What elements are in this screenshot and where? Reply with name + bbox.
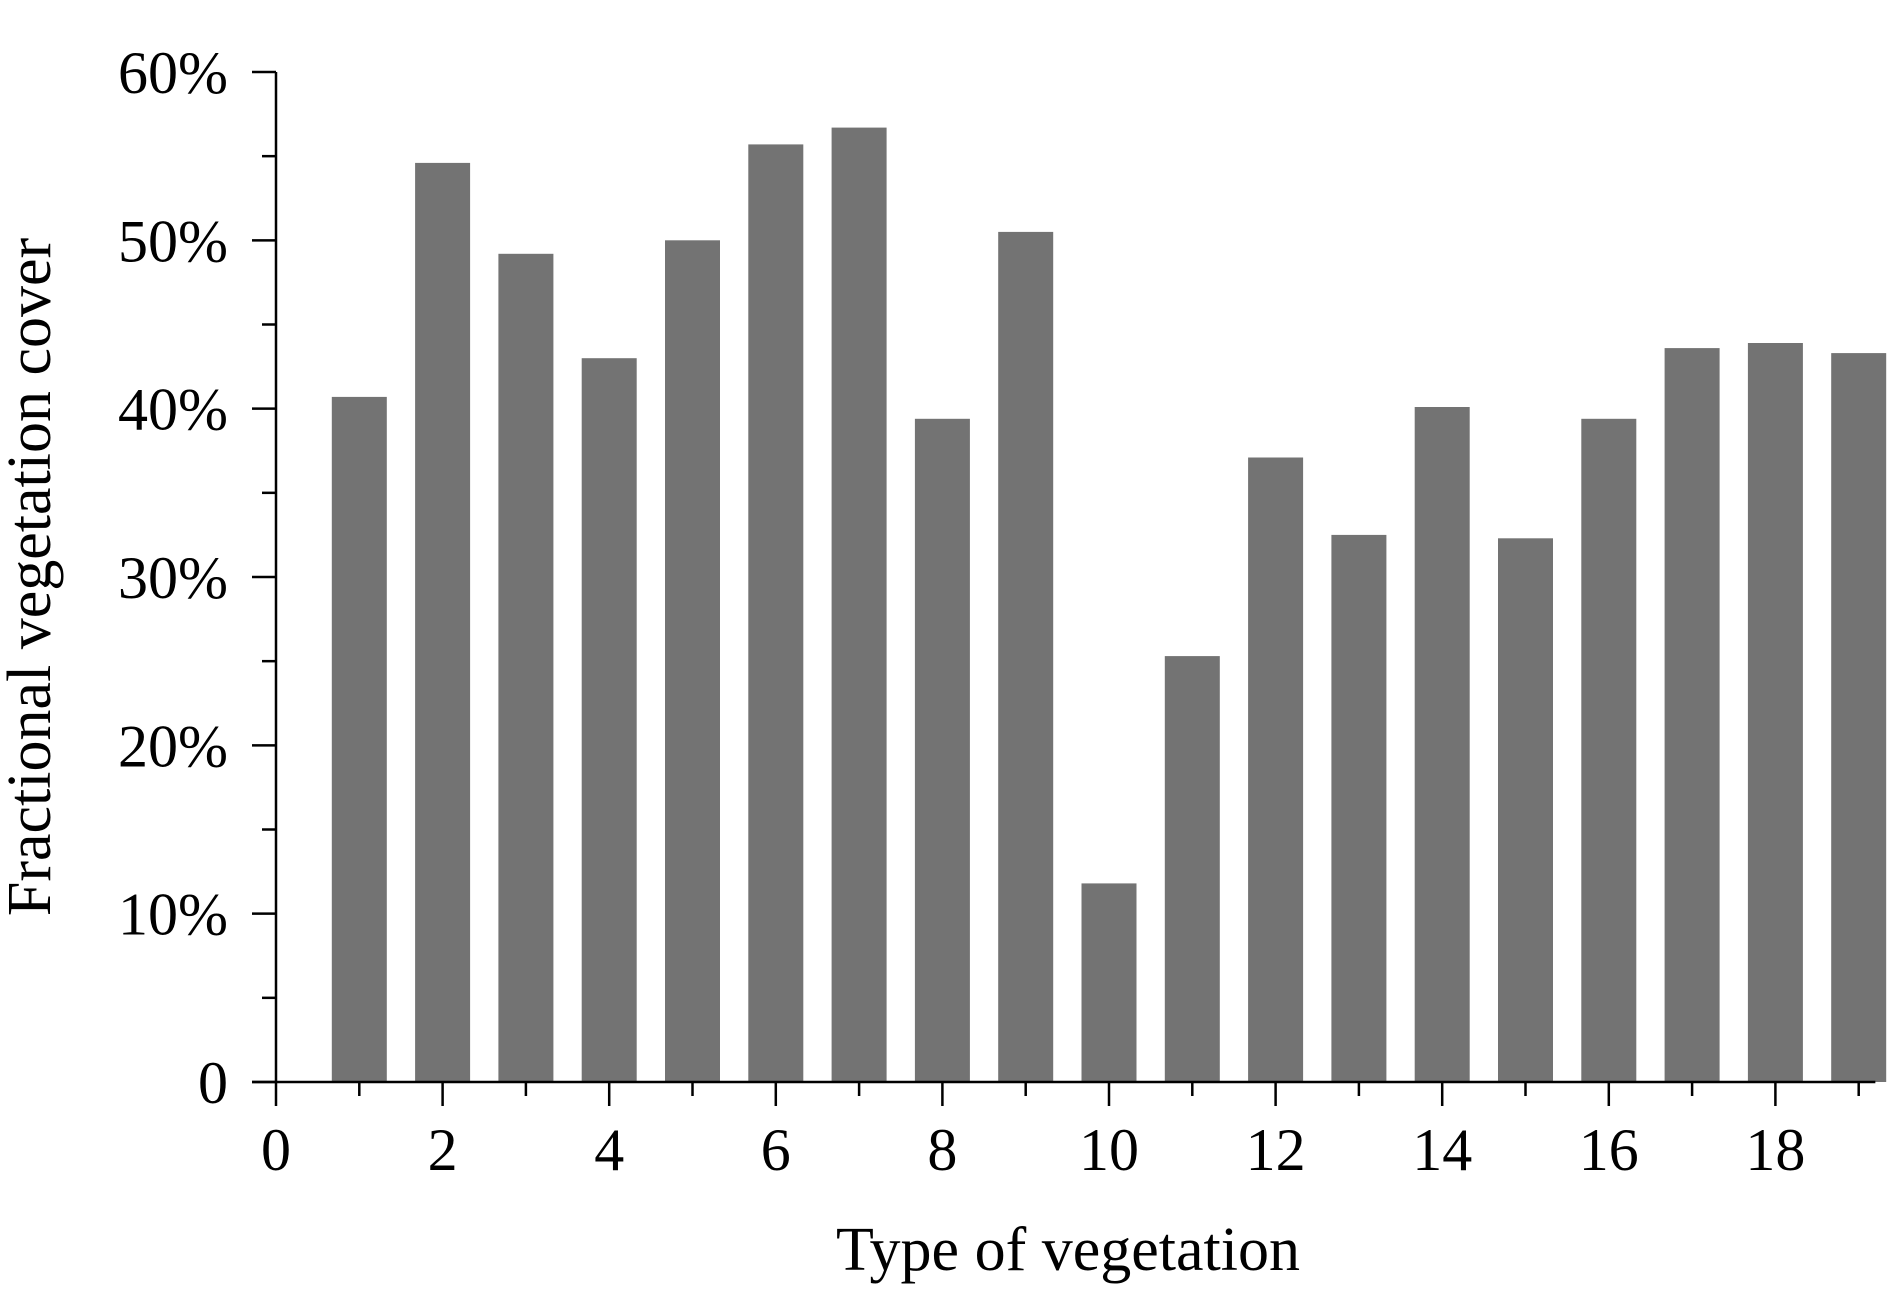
bars-group [331, 127, 1887, 1083]
bar-type-9 [998, 231, 1054, 1082]
bar-type-11 [1164, 656, 1220, 1082]
x-tick-label: 0 [261, 1117, 291, 1183]
y-tick-label: 20% [118, 713, 228, 779]
y-tick-label: 0 [198, 1050, 228, 1116]
bar-type-12 [1248, 457, 1304, 1082]
bar-type-16 [1581, 418, 1637, 1082]
bar-type-19 [1831, 353, 1887, 1083]
bar-type-4 [581, 358, 637, 1082]
bar-type-1 [331, 396, 387, 1082]
y-tick-label: 40% [118, 377, 228, 443]
x-tick-label: 8 [927, 1117, 957, 1183]
bar-type-5 [665, 240, 720, 1083]
y-tick-label: 10% [118, 882, 228, 948]
bar-type-17 [1664, 348, 1720, 1083]
bar-type-6 [748, 144, 804, 1082]
bar-type-8 [914, 418, 970, 1082]
bar-type-15 [1498, 538, 1553, 1082]
bar-type-13 [1331, 534, 1387, 1082]
bar-type-10 [1081, 883, 1137, 1082]
y-tick-label: 50% [118, 208, 228, 274]
x-tick-label: 4 [594, 1117, 624, 1183]
x-tick-label: 10 [1079, 1117, 1139, 1183]
x-tick-label: 18 [1745, 1117, 1805, 1183]
bar-type-18 [1747, 343, 1803, 1082]
bar-type-2 [415, 162, 471, 1082]
x-axis-title: Type of vegetation [836, 1216, 1300, 1284]
bar-type-3 [498, 253, 554, 1083]
x-tick-label: 6 [761, 1117, 791, 1183]
x-tick-label: 2 [428, 1117, 458, 1183]
bar-type-14 [1414, 407, 1470, 1082]
x-ticks-group: 0 2 4 6 8 10 12 14 16 18 [261, 1082, 1860, 1183]
x-tick-label: 12 [1246, 1117, 1306, 1183]
y-ticks-group: 0 10% 20% 30% 40% 50% 60% [118, 40, 276, 1116]
bar-type-7 [831, 127, 887, 1083]
x-tick-label: 16 [1579, 1117, 1639, 1183]
y-tick-label: 60% [118, 40, 228, 106]
y-tick-label: 30% [118, 545, 228, 611]
y-axis-title: Fractional vegetation cover [0, 238, 64, 917]
x-tick-label: 14 [1412, 1117, 1472, 1183]
